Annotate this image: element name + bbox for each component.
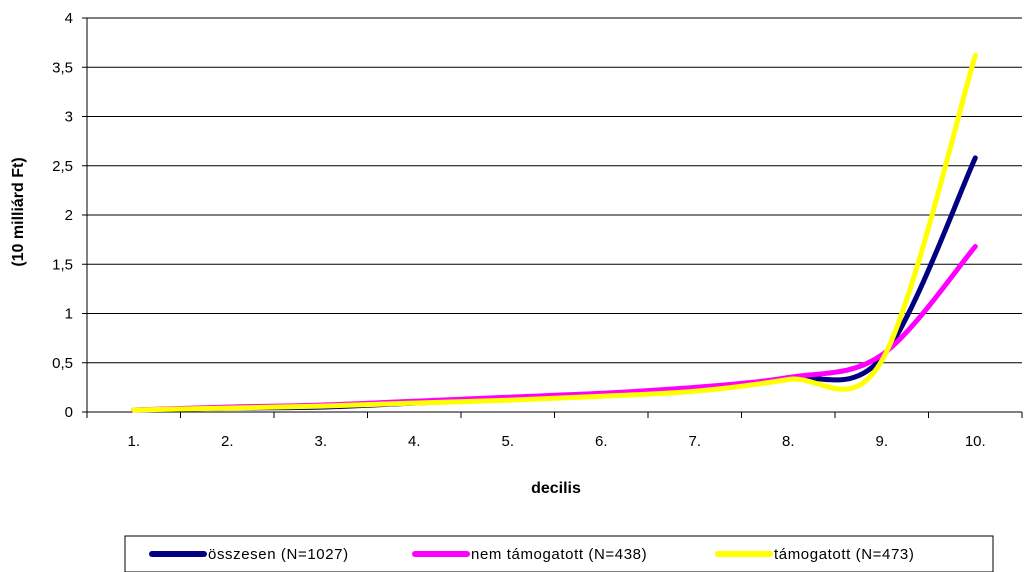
x-tick-label: 6. <box>595 433 608 450</box>
x-tick-label: 10. <box>965 433 986 450</box>
x-tick-label: 1. <box>127 433 140 450</box>
legend-label-nem-tamogatott: nem támogatott (N=438) <box>471 546 647 563</box>
series-lines <box>131 52 978 413</box>
x-tick-label: 5. <box>501 433 514 450</box>
y-tick-label: 0,5 <box>52 355 73 372</box>
x-tick-labels: 1. 2. 3. 4. 5. 6. 7. 8. 9. 10. <box>127 433 985 450</box>
y-tick-label: 4 <box>65 10 73 27</box>
legend-items: összesen (N=1027) nem támogatott (N=438) t… <box>149 546 914 563</box>
x-axis-title: decilis <box>531 480 581 497</box>
y-tick-label: 1,5 <box>52 256 73 273</box>
legend-label-osszesen: összesen (N=1027) <box>208 546 349 563</box>
grid-lines <box>87 17 1022 364</box>
y-tick-label: 2 <box>65 207 73 224</box>
y-tick-label: 2,5 <box>52 158 73 175</box>
y-tick-labels: 0 0,5 1 1,5 2 2,5 3 3,5 4 <box>52 10 73 421</box>
y-tick-label: 3,5 <box>52 59 73 76</box>
x-tick-label: 7. <box>688 433 701 450</box>
series-line-nem-tamogatott <box>131 244 978 413</box>
axes <box>82 17 1023 418</box>
x-tick-label: 3. <box>314 433 327 450</box>
legend-label-tamogatott: támogatott (N=473) <box>774 546 914 563</box>
x-tick-label: 2. <box>221 433 234 450</box>
x-tick-label: 8. <box>782 433 795 450</box>
x-tick-label: 4. <box>408 433 421 450</box>
y-tick-label: 1 <box>65 306 73 323</box>
legend-box <box>124 535 994 572</box>
x-tick-label: 9. <box>875 433 888 450</box>
y-axis-title: (10 milliárd Ft) <box>10 157 27 266</box>
legend: összesen (N=1027) nem támogatott (N=438) t… <box>124 535 994 572</box>
series-line-tamogatott <box>131 52 978 413</box>
y-tick-label: 0 <box>65 404 73 421</box>
y-tick-label: 3 <box>65 109 73 126</box>
